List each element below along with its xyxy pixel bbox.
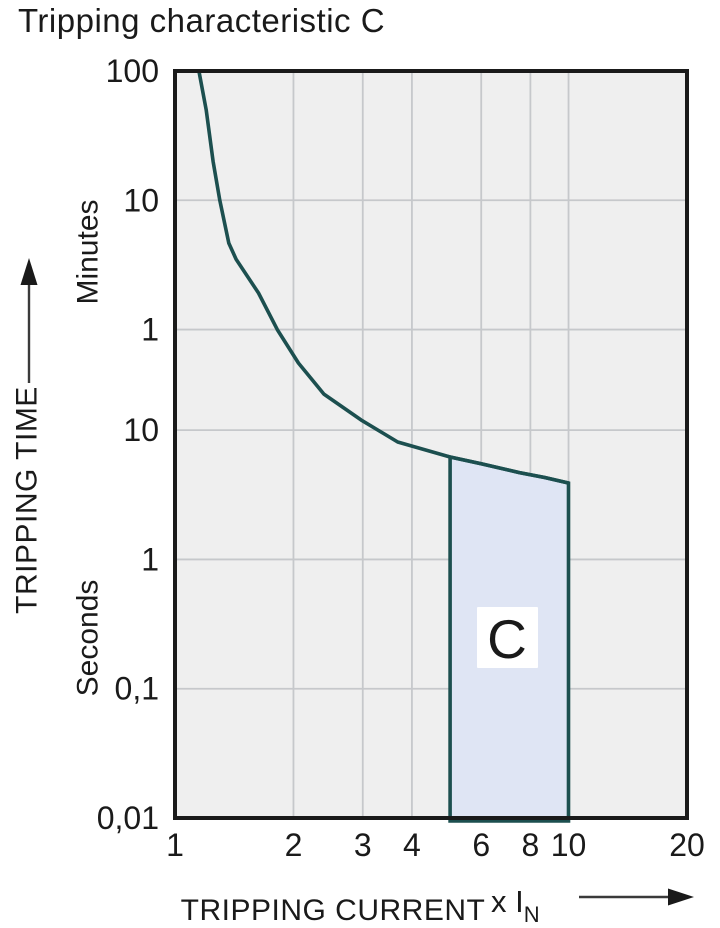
x-tick-label: 20 <box>669 827 705 863</box>
x-axis-multiplier-label: x IN <box>491 884 540 927</box>
y-axis-unit-minutes: Minutes <box>72 199 105 304</box>
x-tick-label: 2 <box>285 827 303 863</box>
up-arrow-icon <box>20 258 38 383</box>
band-label-box <box>477 607 538 668</box>
y-tick-label: 0,01 <box>97 800 159 836</box>
y-tick-label: 10 <box>123 182 159 218</box>
tripping-curve <box>197 70 569 485</box>
y-axis-tick-labels: 100 10 1 10 1 0,1 0,01 <box>97 53 159 836</box>
x-tick-label: 6 <box>472 827 490 863</box>
y-tick-label: 100 <box>106 53 159 89</box>
plot-area <box>175 71 687 818</box>
y-tick-label: 1 <box>141 312 159 348</box>
band-label: C <box>487 608 527 670</box>
multiplier-subscript: N <box>524 902 540 927</box>
y-axis-title: TRIPPING TIME <box>11 386 44 614</box>
x-axis-title: TRIPPING CURRENT <box>181 894 486 927</box>
x-axis-tick-labels: 1 2 3 4 6 8 10 20 <box>166 827 705 863</box>
x-tick-label: 8 <box>521 827 539 863</box>
y-tick-label: 1 <box>141 541 159 577</box>
y-tick-label: 0,1 <box>115 671 159 707</box>
y-axis-unit-seconds: Seconds <box>72 580 105 697</box>
multiplier-prefix: x I <box>491 884 524 919</box>
x-tick-label: 10 <box>551 827 587 863</box>
x-tick-label: 4 <box>403 827 421 863</box>
plot-border <box>173 69 689 820</box>
figure-title: Tripping characteristic C <box>18 2 386 39</box>
right-arrow-icon <box>579 888 694 906</box>
x-tick-label: 3 <box>354 827 372 863</box>
x-tick-label: 1 <box>166 827 184 863</box>
y-tick-label: 10 <box>123 412 159 448</box>
